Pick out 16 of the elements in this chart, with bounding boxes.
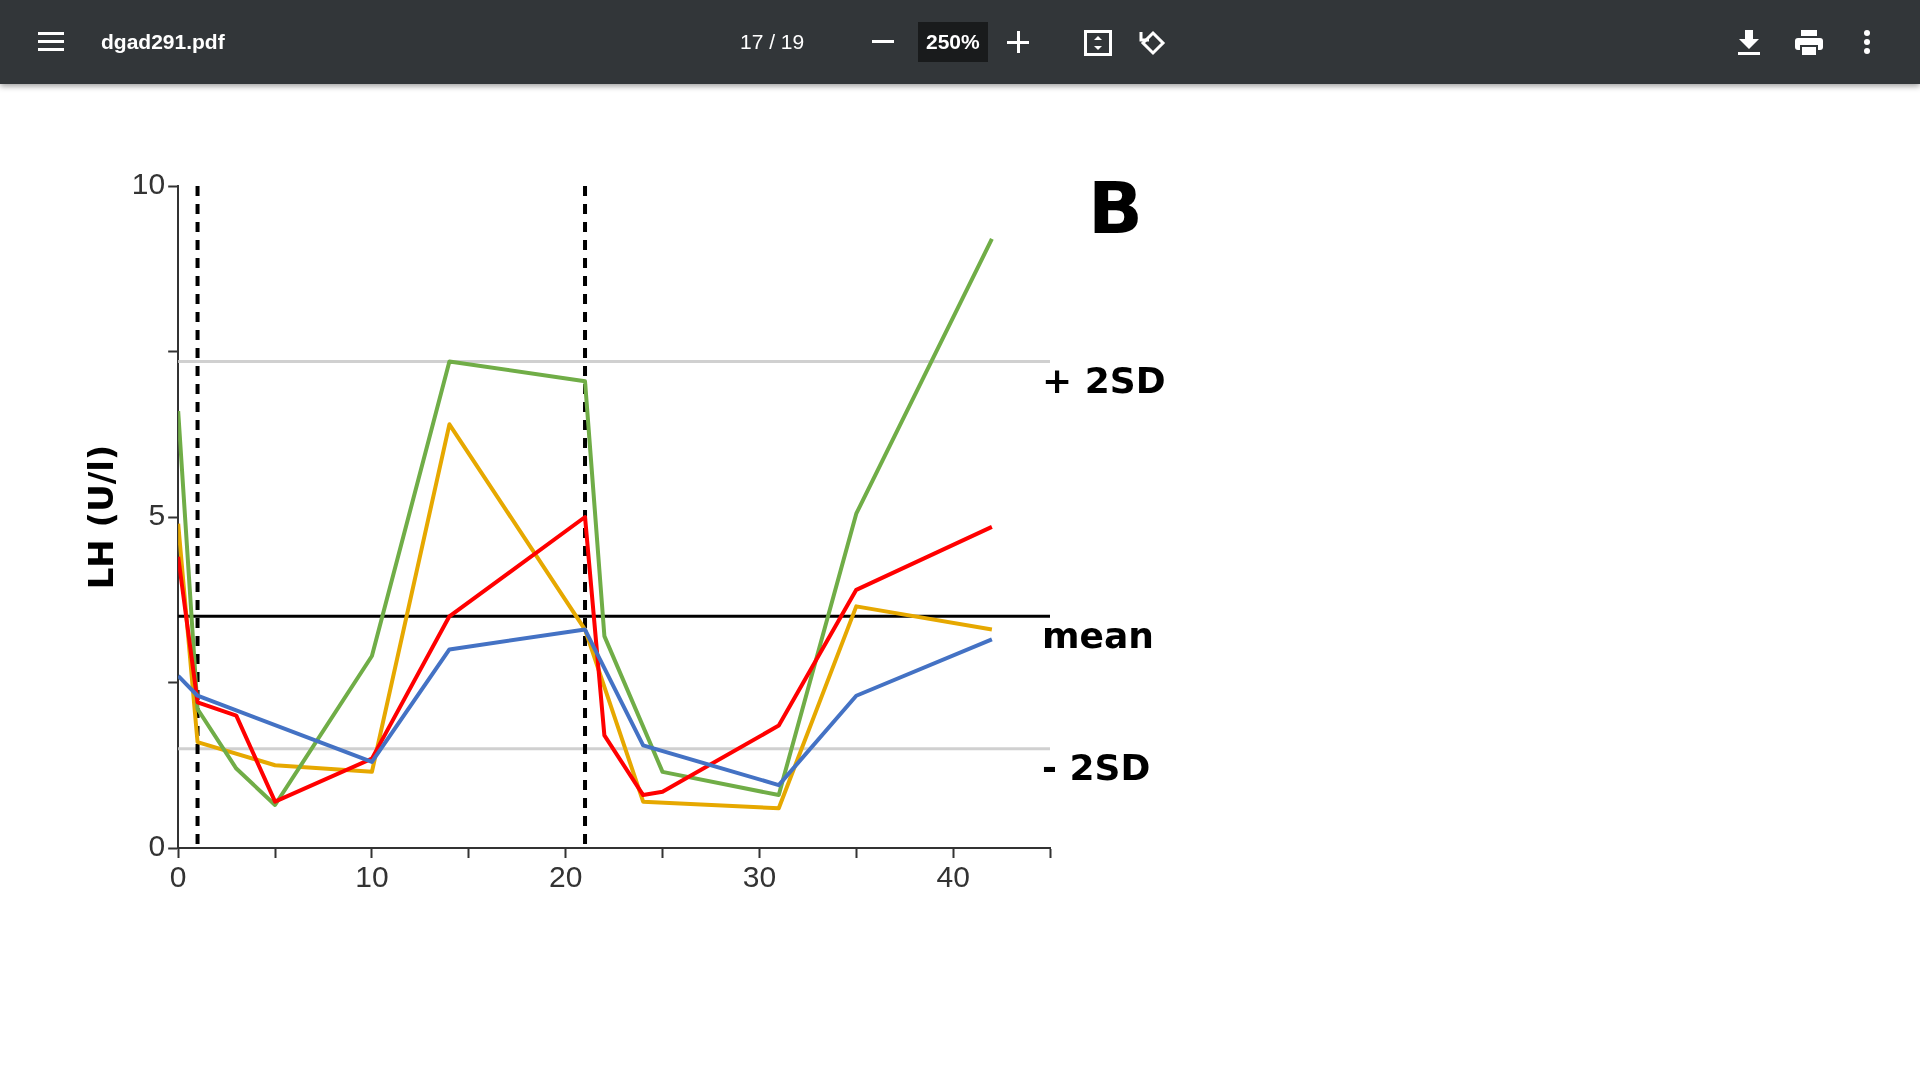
ref-line-label: mean xyxy=(1042,614,1154,656)
x-tick-label: 0 xyxy=(169,860,187,894)
y-tick-label: 5 xyxy=(148,498,166,532)
x-tick-label: 10 xyxy=(355,860,389,894)
ref-line-label: - 2SD xyxy=(1042,747,1151,789)
ref-line-label: + 2SD xyxy=(1042,359,1166,401)
y-axis-title: LH (U/l) xyxy=(81,444,122,590)
x-tick-label: 20 xyxy=(548,860,583,894)
x-tick-label: 40 xyxy=(936,860,970,894)
chart-title: B xyxy=(1088,165,1143,250)
y-tick-label: 10 xyxy=(131,167,166,201)
y-tick-label: 0 xyxy=(148,829,166,863)
x-tick-label: 30 xyxy=(742,860,777,894)
text: 17 / 19 xyxy=(740,29,805,55)
text: dgad291.pdf xyxy=(101,29,225,55)
text: 250% xyxy=(918,22,988,62)
